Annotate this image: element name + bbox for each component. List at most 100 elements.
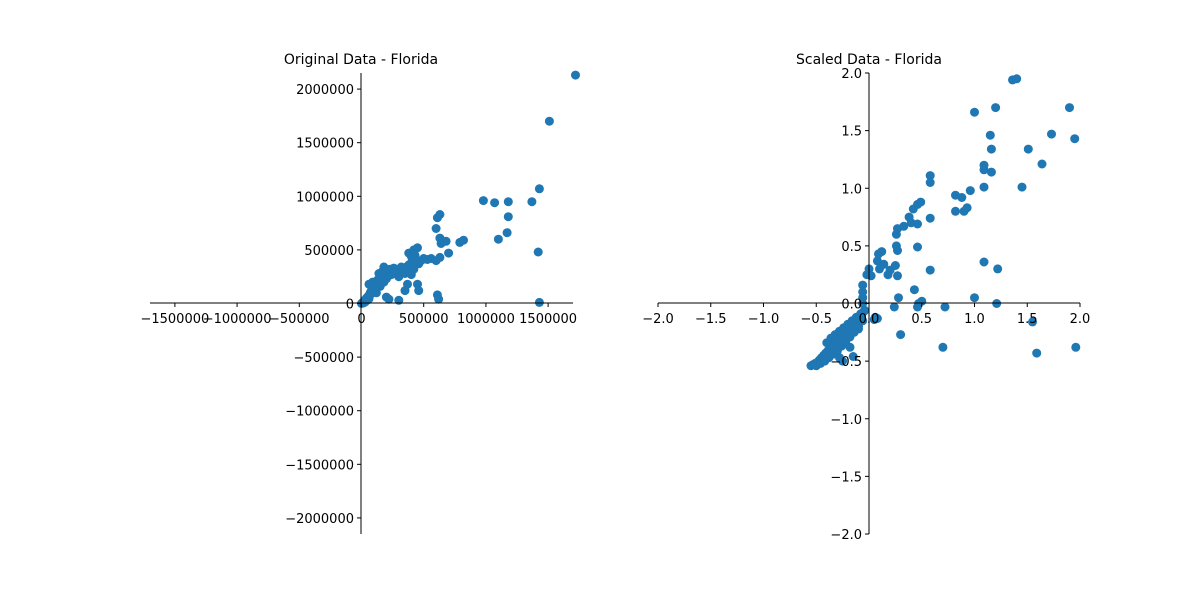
data-point — [879, 259, 889, 269]
data-point — [503, 212, 513, 222]
data-point — [893, 271, 902, 281]
data-point — [889, 302, 899, 312]
x-tick-label: 1500000 — [519, 312, 577, 327]
data-point — [478, 196, 488, 206]
data-point — [459, 235, 468, 245]
x-ticks-original: −1500000−1000000−500000 0 500000 1000000 150… — [140, 303, 577, 327]
x-tick-label: −0.5 — [800, 312, 832, 327]
data-point — [940, 302, 950, 312]
data-point — [877, 247, 887, 257]
data-point — [533, 247, 543, 257]
data-point — [916, 197, 926, 207]
data-point — [534, 184, 544, 194]
x-tick-label: 1.5 — [1017, 312, 1038, 327]
data-point — [925, 171, 935, 181]
data-point — [866, 271, 876, 281]
data-point — [1023, 144, 1033, 154]
data-point — [835, 353, 844, 363]
data-point — [909, 285, 919, 295]
data-point — [970, 107, 979, 117]
points-scaled — [806, 74, 1081, 371]
data-point — [371, 288, 381, 298]
data-point — [970, 293, 979, 303]
data-point — [434, 294, 444, 304]
y-tick-label: −2.0 — [830, 528, 862, 543]
data-point — [1047, 129, 1056, 139]
y-ticks-scaled: −2.0 −1.5 −1.0 −0.5 0.0 0.5 1.0 1.5 2.0 — [830, 67, 869, 543]
data-point — [1028, 317, 1037, 327]
data-point — [493, 234, 503, 244]
y-tick-label: 2.0 — [841, 67, 862, 82]
data-point — [534, 297, 544, 307]
y-tick-label: 0.0 — [841, 298, 862, 313]
data-point — [993, 264, 1003, 274]
y-tick-label: 2000000 — [296, 83, 354, 98]
points-original — [357, 70, 580, 308]
data-point — [854, 324, 863, 334]
data-point — [899, 221, 909, 231]
data-point — [444, 248, 454, 258]
y-tick-label: 0 — [346, 298, 354, 313]
data-point — [925, 178, 935, 187]
data-point — [894, 293, 903, 303]
data-point — [891, 241, 901, 251]
data-point — [1071, 342, 1081, 352]
y-tick-label: 500000 — [304, 244, 354, 259]
data-point — [890, 261, 900, 270]
y-tick-label: 1.5 — [841, 125, 862, 140]
x-tick-label: −1.5 — [695, 312, 727, 327]
data-point — [951, 206, 960, 216]
x-ticks-scaled: −2.0 −1.5 −1.0 −0.5 0.0 0.5 1.0 1.5 2.0 — [642, 303, 1090, 327]
data-point — [571, 70, 580, 80]
y-tick-label: 1000000 — [296, 190, 354, 205]
data-point — [860, 305, 870, 315]
x-tick-label: 0 — [357, 312, 365, 327]
data-point — [1065, 103, 1074, 113]
data-point — [896, 330, 906, 340]
y-tick-label: −1000000 — [285, 405, 354, 420]
x-tick-label: 0.5 — [911, 312, 932, 327]
data-point — [1032, 348, 1042, 358]
data-point — [872, 314, 882, 323]
data-point — [1017, 182, 1027, 192]
data-point — [441, 236, 451, 246]
data-point — [435, 210, 445, 219]
data-point — [527, 197, 537, 207]
data-point — [435, 252, 445, 262]
chart-original-data: Original Data - Florida −1500000 −1000000… — [140, 52, 580, 534]
data-point — [431, 224, 441, 233]
data-point — [979, 257, 989, 267]
data-point — [845, 342, 855, 352]
x-tick-label: 500000 — [399, 312, 449, 327]
data-point — [1037, 159, 1047, 169]
data-point — [1012, 74, 1022, 84]
y-tick-label: −2000000 — [285, 512, 354, 527]
data-point — [399, 266, 409, 276]
data-point — [913, 242, 922, 252]
data-point — [544, 116, 554, 126]
y-tick-label: −1500000 — [285, 458, 354, 473]
data-point — [858, 280, 868, 290]
chart-scaled-data: Scaled Data - Florida −2.0 −1.5 −1.0 −0.5 0.… — [642, 52, 1090, 543]
data-point — [913, 219, 922, 229]
x-tick-label: −1500000 — [140, 312, 209, 327]
data-point — [410, 250, 420, 260]
x-tick-label: 1000000 — [457, 312, 515, 327]
data-point — [991, 103, 1001, 113]
data-point — [925, 213, 935, 223]
data-point — [848, 352, 858, 361]
data-point — [957, 193, 967, 202]
y-tick-label: −1.0 — [830, 413, 862, 428]
data-point — [503, 197, 513, 207]
x-tick-label: −500000 — [269, 312, 330, 327]
data-point — [858, 287, 868, 297]
data-point — [925, 265, 935, 275]
data-point — [414, 286, 424, 296]
data-point — [965, 186, 975, 196]
data-point — [403, 279, 412, 289]
data-point — [368, 277, 378, 287]
chart-title-original: Original Data - Florida — [284, 52, 438, 68]
data-point — [979, 182, 989, 192]
chart-title-scaled: Scaled Data - Florida — [796, 52, 942, 68]
